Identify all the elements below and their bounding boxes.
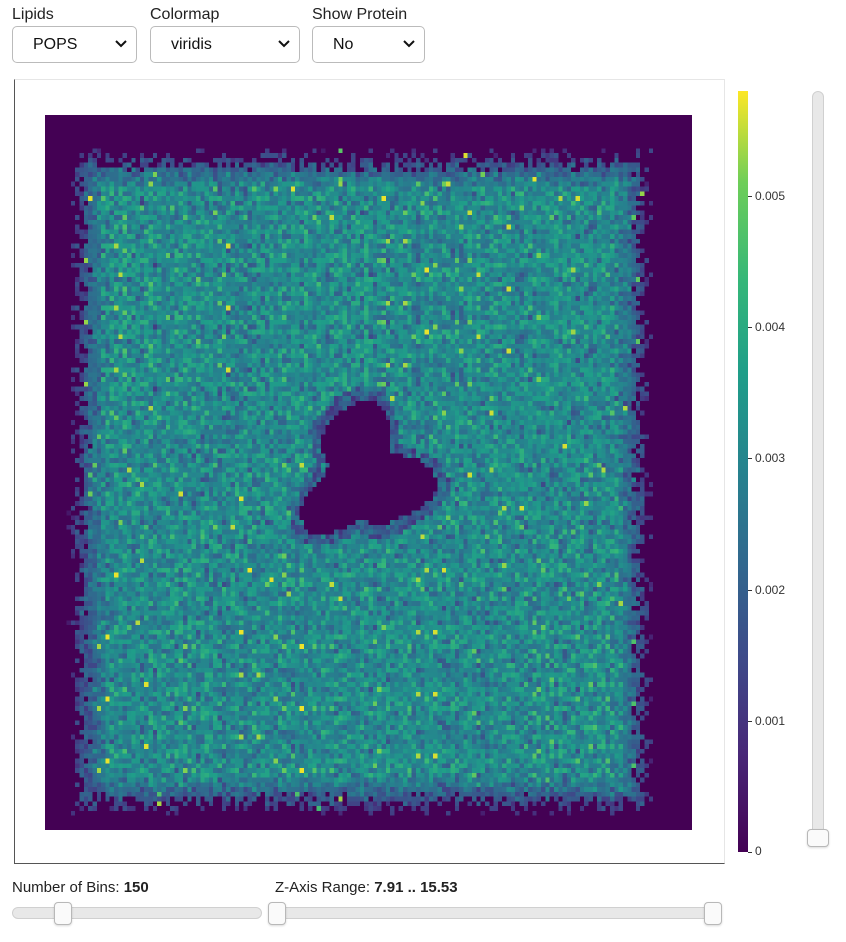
colormap-select-value: viridis (171, 36, 212, 53)
z-range-value: 7.91 .. 15.53 (374, 879, 458, 896)
vertical-slider-track[interactable] (812, 91, 824, 843)
vertical-slider-thumb[interactable] (807, 829, 829, 847)
chevron-down-icon (278, 40, 290, 48)
colorbar-tick-mark (748, 852, 752, 853)
colorbar-tick-mark (748, 720, 752, 722)
colorbar-tick-label: 0.004 (755, 320, 786, 335)
colormap-select[interactable]: viridis (150, 26, 300, 63)
colorbar-tick-label: 0.003 (755, 451, 786, 466)
density-heatmap (45, 115, 692, 830)
colorbar-tick-mark (748, 458, 752, 460)
colorbar (738, 91, 748, 852)
z-range-label: Z-Axis Range: 7.91 .. 15.53 (275, 879, 458, 896)
lipids-label: Lipids (12, 6, 54, 23)
lipids-select[interactable]: POPS (12, 26, 137, 63)
z-range-label-text: Z-Axis Range: (275, 879, 371, 896)
colorbar-tick-label: 0.002 (755, 582, 786, 597)
colorbar-tick-label: 0.005 (755, 188, 786, 203)
colormap-label: Colormap (150, 6, 220, 23)
bins-slider-track[interactable] (12, 907, 262, 919)
colorbar-tick-mark (748, 195, 752, 197)
colorbar-tick-mark (748, 589, 752, 591)
z-range-slider-track[interactable] (268, 907, 722, 919)
show-protein-label: Show Protein (312, 6, 408, 23)
bins-slider-thumb[interactable] (53, 902, 72, 925)
chevron-down-icon (403, 40, 415, 48)
bins-label-text: Number of Bins: (12, 879, 120, 896)
bins-label: Number of Bins: 150 (12, 879, 149, 896)
bins-value: 150 (123, 879, 149, 896)
colorbar-tick-label: 0.001 (755, 713, 786, 728)
z-range-high-thumb[interactable] (704, 902, 722, 925)
show-protein-select-value: No (333, 36, 354, 53)
lipids-select-value: POPS (33, 36, 78, 53)
colorbar-tick-mark (748, 327, 752, 329)
show-protein-select[interactable]: No (312, 26, 425, 63)
colorbar-tick-label: 0 (755, 844, 762, 858)
chevron-down-icon (115, 40, 127, 48)
z-range-low-thumb[interactable] (268, 902, 286, 925)
